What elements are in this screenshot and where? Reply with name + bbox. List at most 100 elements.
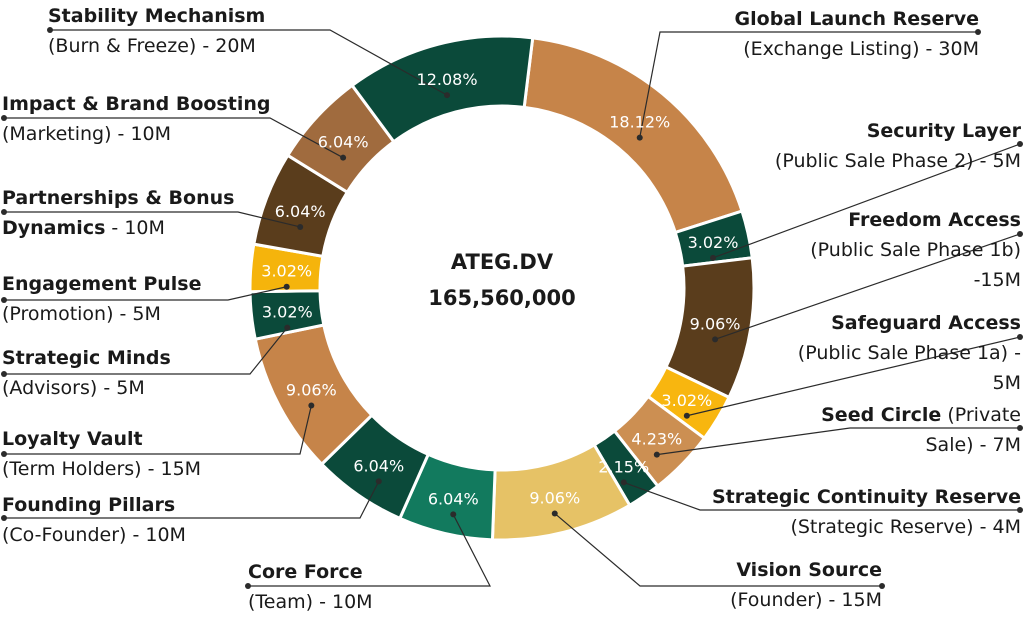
label-detail: (Term Holders) - 15M [2,458,202,480]
leader-start-dot-freedom-access [712,336,719,343]
leader-line-founding-pillars [4,481,380,519]
leader-end-dot-engagement-pulse [1,297,7,303]
label-title: Partnerships & Bonus [2,187,235,209]
leader-line-global-launch-reserve [639,31,978,138]
legend-strategic-minds: Strategic Minds (Advisors) - 5M [2,343,171,403]
label-detail: (Exchange Listing) - 30M [743,38,979,60]
legend-founding-pillars: Founding Pillars (Co-Founder) - 10M [2,490,186,550]
legend-partnerships-bonus: Partnerships & Bonus Dynamics - 10M [2,183,234,243]
label-detail: (Public Sale Phase 1a) - [797,342,1021,364]
leader-end-dot-strategic-continuity-reserve [1017,507,1023,513]
legend-strategic-continuity-reserve: Strategic Continuity Reserve (Strategic … [712,482,1021,542]
slice-global-launch-reserve [522,36,744,235]
leader-end-dot-seed-circle [1017,425,1023,431]
leader-line-vision-source [554,513,882,587]
label-detail: Sale) - 7M [925,434,1021,456]
leader-end-dot-partnerships-bonus [1,209,7,215]
leader-start-dot-impact-brand [340,154,347,161]
leader-end-dot-strategic-minds [1,371,7,377]
leader-start-dot-core-force [450,511,457,518]
leader-line-loyalty-vault [4,405,312,455]
label-title-2: Dynamics [2,217,106,239]
leader-start-dot-security-layer [710,254,717,261]
label-detail-2: 5M [992,372,1021,394]
legend-loyalty-vault: Loyalty Vault (Term Holders) - 15M [2,424,201,484]
legend-vision-source: Vision Source (Founder) - 15M [730,555,882,615]
label-title: Stability Mechanism [48,5,266,27]
label-detail: (Public Sale Phase 1b) [810,239,1021,261]
label-detail: (Team) - 10M [248,591,373,613]
legend-impact-brand: Impact & Brand Boosting (Marketing) - 10… [2,89,270,149]
leader-start-dot-loyalty-vault [308,402,315,409]
legend-stability-mechanism: Stability Mechanism (Burn & Freeze) - 20… [48,1,265,61]
label-detail: (Promotion) - 5M [2,303,161,325]
label-title: Security Layer [866,120,1021,142]
label-title: Safeguard Access [831,312,1021,334]
legend-security-layer: Security Layer (Public Sale Phase 2) - 5… [775,116,1021,176]
slice-percent-strategic-minds: 3.02% [262,303,313,322]
label-detail: (Burn & Freeze) - 20M [48,35,256,57]
slice-percent-seed-circle: 4.23% [631,430,682,449]
center-total-supply: 165,560,000 [428,286,576,310]
label-title: Freedom Access [848,209,1021,231]
leader-line-strategic-continuity-reserve [623,481,1020,511]
label-detail: - 10M [105,217,165,239]
leader-line-engagement-pulse [4,286,287,301]
label-detail: (Strategic Reserve) - 4M [790,516,1021,538]
leader-line-strategic-minds [4,327,288,375]
leader-start-dot-stability-mechanism [444,92,451,99]
leader-line-freedom-access [714,233,1021,340]
label-detail: (Marketing) - 10M [2,123,172,145]
leader-line-seed-circle [656,427,1020,456]
legend-freedom-access: Freedom Access (Public Sale Phase 1b) -1… [810,205,1021,295]
slice-percent-loyalty-vault: 9.06% [286,381,337,400]
leader-line-security-layer [712,143,1021,259]
legend-seed-circle: Seed Circle (Private Sale) - 7M [821,400,1021,460]
slice-percent-global-launch-reserve: 18.12% [609,113,670,132]
label-title-tail: (Private [941,404,1021,426]
label-title: Impact & Brand Boosting [2,93,271,115]
leader-end-dot-stability-mechanism [47,27,53,33]
slice-percent-stability-mechanism: 12.08% [417,70,478,89]
slice-percent-strategic-continuity-reserve: 2.15% [598,457,649,476]
leader-end-dot-core-force [245,583,251,589]
slice-percent-core-force: 6.04% [428,489,479,508]
leader-start-dot-global-launch-reserve [636,134,643,141]
leader-line-core-force [248,514,491,587]
leader-end-dot-safeguard-access [1017,334,1023,340]
label-detail: (Founder) - 15M [730,589,882,611]
label-title: Strategic Minds [2,347,171,369]
leader-end-dot-vision-source [879,583,885,589]
slice-percent-partnerships-bonus: 6.04% [275,202,326,221]
leader-line-stability-mechanism [50,29,448,96]
label-detail-2: -15M [973,269,1021,291]
leader-line-impact-brand [4,117,344,159]
slice-percent-security-layer: 3.02% [688,233,739,252]
leader-start-dot-safeguard-access [683,412,690,419]
leader-end-dot-loyalty-vault [1,451,7,457]
legend-core-force: Core Force (Team) - 10M [248,557,373,617]
leader-start-dot-seed-circle [653,451,660,458]
slice-percent-impact-brand: 6.04% [318,133,369,152]
leader-end-dot-impact-brand [1,115,7,121]
label-detail: (Public Sale Phase 2) - 5M [774,150,1021,172]
label-title: Vision Source [736,559,882,581]
center-token-name: ATEG.DV [450,250,554,274]
leader-start-dot-strategic-continuity-reserve [620,479,627,486]
leader-start-dot-vision-source [551,510,558,517]
label-title: Seed Circle [821,404,942,426]
leader-start-dot-partnerships-bonus [297,223,304,230]
label-title: Global Launch Reserve [734,8,979,30]
slice-percent-founding-pillars: 6.04% [353,456,404,475]
leader-line-partnerships-bonus [4,211,301,228]
label-title: Strategic Continuity Reserve [711,486,1021,508]
slice-percent-safeguard-access: 3.02% [661,391,712,410]
leader-end-dot-freedom-access [1017,231,1023,237]
leader-end-dot-security-layer [1017,141,1023,147]
label-title: Loyalty Vault [2,428,143,450]
legend-global-launch-reserve: Global Launch Reserve (Exchange Listing)… [735,4,979,64]
leader-start-dot-strategic-minds [284,324,291,331]
leader-end-dot-founding-pillars [1,515,7,521]
label-title: Core Force [248,561,363,583]
